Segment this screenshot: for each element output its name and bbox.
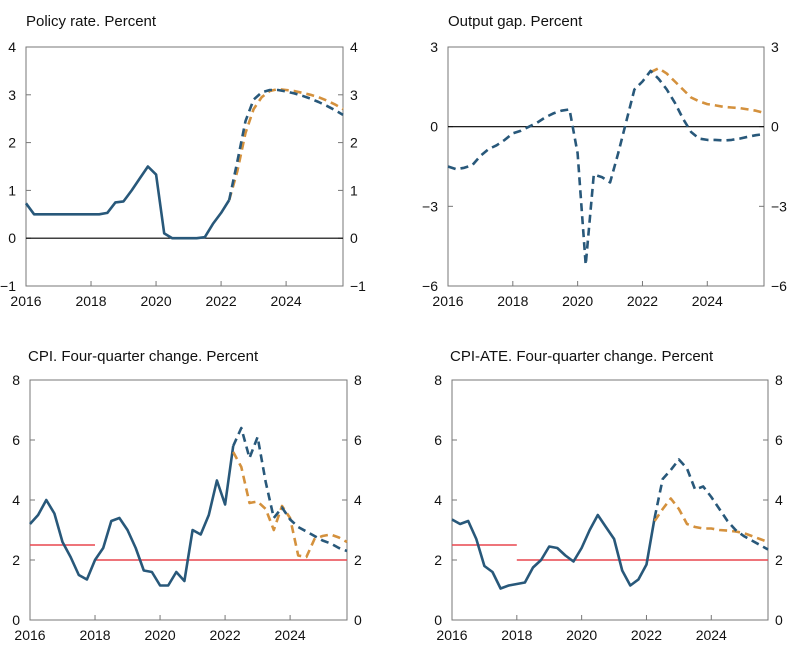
x-tick-label: 2016: [14, 627, 45, 643]
series-line-current-estimate-and-forecast: [447, 69, 765, 267]
y-tick-label-right: 0: [354, 612, 362, 628]
plot-frame: [29, 379, 348, 621]
y-tick-label-right: 2: [775, 552, 783, 568]
series-line-current-forecast: [653, 458, 769, 551]
y-tick-label-left: 4: [434, 492, 442, 508]
series-line-current-forecast: [232, 426, 348, 553]
series-line-previous-forecast: [232, 451, 348, 559]
y-tick-label-right: 8: [354, 372, 362, 388]
y-tick-label-right: 2: [350, 135, 358, 151]
y-tick-label-left: 0: [434, 612, 442, 628]
y-tick-label-left: 3: [8, 87, 16, 103]
y-tick-label-left: 0: [8, 230, 16, 246]
x-tick-label: 2024: [692, 293, 723, 309]
x-tick-label: 2024: [271, 293, 302, 309]
y-tick-label-right: 0: [350, 230, 358, 246]
y-tick-label-right: 2: [354, 552, 362, 568]
series-line-current-forecast: [227, 88, 344, 201]
y-tick-label-right: 4: [350, 39, 358, 55]
y-tick-label-left: 2: [8, 135, 16, 151]
plot-frame: [25, 46, 344, 287]
x-tick-label: 2024: [696, 627, 727, 643]
x-tick-label: 2022: [209, 627, 240, 643]
y-tick-label-left: 1: [8, 182, 16, 198]
y-tick-label-left: 4: [8, 39, 16, 55]
y-tick-label-right: 4: [775, 492, 783, 508]
y-tick-label-left: 3: [430, 39, 438, 55]
x-tick-label: 2018: [75, 293, 106, 309]
panel-2: Output gap. Percent −6 −6 −3 −3 0 0 3 3 2016 2018 2…: [422, 13, 787, 309]
chart-title: CPI. Four-quarter change. Percent: [28, 348, 259, 365]
y-tick-label-left: 8: [12, 372, 20, 388]
y-tick-label-left: −6: [422, 278, 438, 294]
y-tick-label-left: 4: [12, 492, 20, 508]
x-tick-label: 2020: [566, 627, 597, 643]
x-tick-label: 2018: [79, 627, 110, 643]
series-line-previous-forecast: [653, 497, 769, 544]
y-tick-label-right: 4: [354, 492, 362, 508]
x-tick-label: 2018: [501, 627, 532, 643]
chart-title: Policy rate. Percent: [26, 13, 157, 30]
x-tick-label: 2020: [140, 293, 171, 309]
x-tick-label: 2020: [562, 293, 593, 309]
panel-1: Policy rate. Percent −1 −1 0 0 1 1 2 2 3 3 4 4 2016 20…: [0, 13, 366, 309]
plot-frame: [447, 46, 765, 287]
y-tick-label-right: 1: [350, 182, 358, 198]
y-tick-label-right: −6: [771, 278, 787, 294]
chart-title: CPI-ATE. Four-quarter change. Percent: [450, 348, 714, 365]
y-tick-label-right: −1: [350, 278, 366, 294]
y-tick-label-right: 6: [354, 432, 362, 448]
series-line-previous-forecast: [227, 87, 344, 201]
y-tick-label-left: 8: [434, 372, 442, 388]
y-tick-label-left: 0: [12, 612, 20, 628]
x-tick-label: 2022: [631, 627, 662, 643]
y-tick-label-left: −3: [422, 198, 438, 214]
panel-3: CPI. Four-quarter change. Percent 0 0 2 2 4 4 6…: [12, 348, 362, 643]
y-tick-label-left: 6: [12, 432, 20, 448]
x-tick-label: 2022: [205, 293, 236, 309]
y-tick-label-right: 0: [775, 612, 783, 628]
x-tick-label: 2020: [144, 627, 175, 643]
series-line-previous-forecast: [650, 66, 765, 115]
y-tick-label-left: −1: [0, 278, 16, 294]
y-tick-label-left: 2: [434, 552, 442, 568]
x-tick-label: 2016: [436, 627, 467, 643]
y-tick-label-right: 3: [350, 87, 358, 103]
x-tick-label: 2016: [432, 293, 463, 309]
y-tick-label-right: −3: [771, 198, 787, 214]
y-tick-label-left: 6: [434, 432, 442, 448]
y-tick-label-left: 2: [12, 552, 20, 568]
x-tick-label: 2018: [497, 293, 528, 309]
y-tick-label-right: 0: [771, 119, 779, 135]
y-tick-label-left: 0: [430, 119, 438, 135]
x-tick-label: 2016: [10, 293, 41, 309]
series-line-actual: [24, 165, 231, 240]
y-tick-label-right: 6: [775, 432, 783, 448]
series-line-actual: [29, 445, 235, 587]
x-tick-label: 2022: [627, 293, 658, 309]
series-line-actual: [451, 513, 656, 590]
x-tick-label: 2024: [275, 627, 306, 643]
chart-title: Output gap. Percent: [448, 13, 583, 30]
y-tick-label-right: 3: [771, 39, 779, 55]
y-tick-label-right: 8: [775, 372, 783, 388]
